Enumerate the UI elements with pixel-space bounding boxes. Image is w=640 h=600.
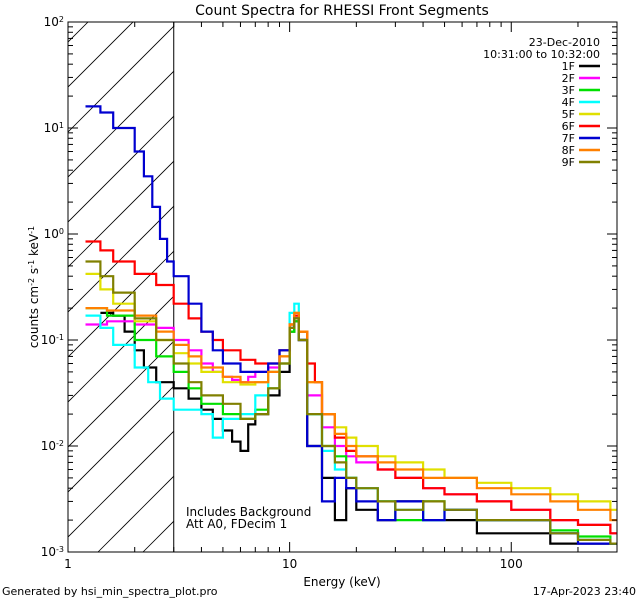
footer-timestamp: 17-Apr-2023 23:40 (533, 585, 636, 598)
axes: 1 10 100 10-3 10-2 10-1 100 101 102 (41, 15, 618, 571)
chart-title: Count Spectra for RHESSI Front Segments (195, 3, 489, 19)
legend-label-7F: 7F (562, 132, 575, 145)
x-tick-label: 10 (282, 557, 297, 571)
hatched-region (68, 22, 174, 552)
legend-label-8F: 8F (562, 144, 575, 157)
x-tick-label: 1 (64, 557, 72, 571)
y-tick-label: 102 (44, 15, 64, 30)
x-axis-label: Energy (keV) (303, 575, 380, 589)
legend-label-9F: 9F (562, 156, 575, 169)
series-lines (85, 105, 617, 545)
series-line-8F (85, 307, 617, 522)
hatch-line (68, 22, 134, 88)
legend-label-2F: 2F (562, 72, 575, 85)
y-tick-label: 100 (44, 227, 64, 242)
series-line-9F (85, 260, 617, 545)
hatch-line (68, 25, 174, 133)
hatch-line (68, 430, 174, 538)
legend-label-5F: 5F (562, 108, 575, 121)
y-tick-label: 10-2 (41, 439, 64, 454)
y-tick-label: 10-1 (41, 333, 64, 348)
legend-label-4F: 4F (562, 96, 575, 109)
hatch-line (68, 160, 174, 268)
annotation-background: Includes Background (186, 505, 311, 519)
time-range-label: 10:31:00 to 10:32:00 (483, 48, 600, 61)
annotation-attenuator: Att A0, FDecim 1 (186, 517, 287, 531)
hatch-line (68, 250, 174, 358)
legend-label-3F: 3F (562, 84, 575, 97)
hatch-line (68, 385, 174, 493)
hatch-line (68, 205, 174, 313)
y-tick-label: 10-3 (41, 545, 64, 560)
y-axis-label: counts cm-2 s-1 keV-1 (27, 226, 42, 348)
date-label: 23-Dec-2010 (529, 36, 600, 49)
y-tick-label: 101 (44, 121, 64, 136)
legend-label-6F: 6F (562, 120, 575, 133)
footer-generated-by: Generated by hsi_min_spectra_plot.pro (2, 585, 218, 598)
legend-label-1F: 1F (562, 60, 575, 73)
plot-frame (67, 21, 618, 553)
x-tick-label: 100 (500, 557, 523, 571)
